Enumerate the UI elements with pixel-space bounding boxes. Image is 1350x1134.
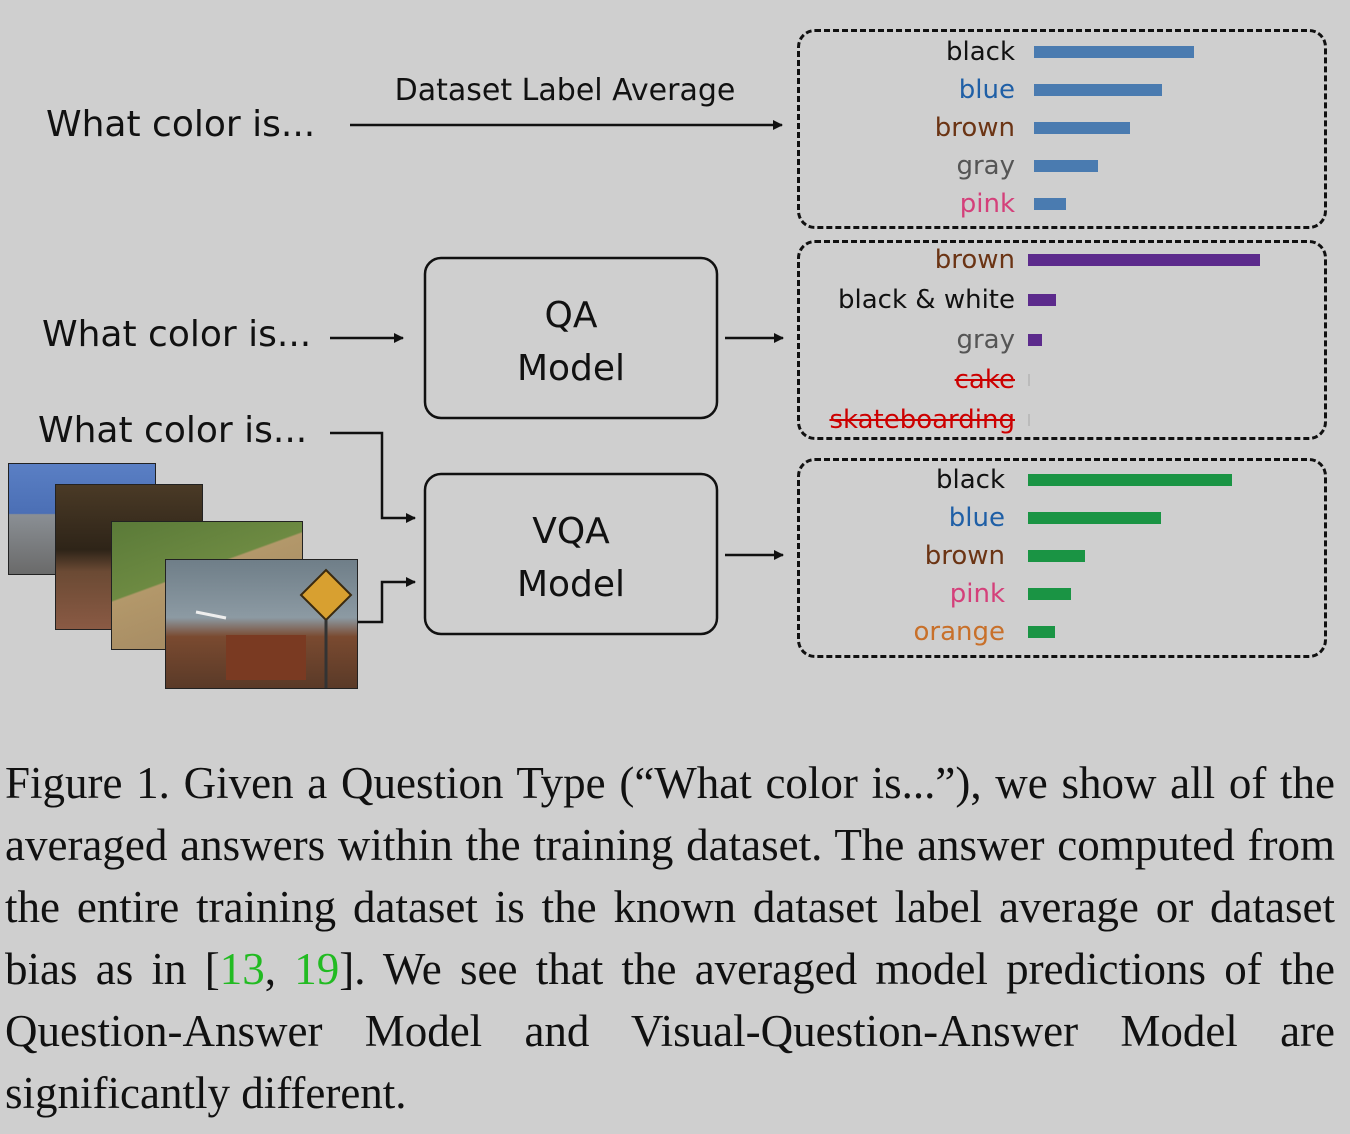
qa-model-panel (797, 240, 1327, 440)
vqa-label-1: blue (948, 503, 1005, 533)
dataset-label-4: pink (959, 189, 1015, 219)
vqa-bar-1 (1028, 512, 1161, 524)
diagram-connectors: Dataset Label Average QA Model VQA Model (330, 73, 784, 636)
question-vqa: What color is... (38, 410, 308, 451)
dataset-label-2: brown (934, 113, 1015, 143)
qa-bar-0 (1028, 254, 1260, 266)
vqa-label-3: pink (949, 579, 1005, 609)
dataset-bar-4 (1034, 198, 1066, 210)
vqa-bar-3 (1028, 588, 1071, 600)
dataset-bar-0 (1034, 46, 1194, 58)
dataset-label-0: black (945, 37, 1015, 67)
qa-bar-2 (1028, 334, 1042, 346)
dataset-label-1: blue (958, 75, 1015, 105)
qa-bar-1 (1028, 294, 1056, 306)
photo-slow-sign-street (165, 559, 358, 689)
qa-model-box (423, 256, 719, 420)
dataset-bar-3 (1034, 160, 1098, 172)
qa-label-1: black & white (838, 285, 1015, 315)
vqa-bar-0 (1028, 474, 1232, 486)
qa-label-3: cake (954, 365, 1015, 395)
dataset-arrow-label: Dataset Label Average (395, 73, 736, 108)
vqa-bar-4 (1028, 626, 1055, 638)
caption-text-2: ]. We see that the averaged model predic… (5, 944, 1335, 1118)
dataset-average-panel (797, 29, 1327, 229)
question-dataset: What color is... (46, 104, 316, 145)
figure-caption: Figure 1. Given a Question Type (“What c… (5, 752, 1335, 1124)
vqa-model-box (423, 472, 719, 636)
vqa-bar-2 (1028, 550, 1086, 562)
vqa-model-panel (797, 458, 1327, 658)
qa-label-0: brown (934, 245, 1015, 275)
dataset-bar-1 (1034, 84, 1162, 96)
qa-box-line1: QA (545, 295, 598, 336)
vqa-image-arrow (357, 577, 416, 624)
qa-bar-3 (1028, 374, 1030, 386)
vqa-question-arrow (330, 431, 416, 523)
vqa-label-0: black (935, 465, 1005, 495)
slow-sign-icon (195, 568, 353, 688)
vqa-label-4: orange (913, 617, 1005, 647)
figure-diagram: Dataset Label Average QA Model VQA Model… (8, 29, 1327, 689)
chart-container: black blue brown gray pink brown black & white… (829, 37, 1260, 647)
vqa-box-line1: VQA (532, 511, 610, 552)
citation-19[interactable]: 19 (294, 944, 340, 994)
vqa-box-line2: Model (517, 564, 625, 605)
qa-box-line2: Model (517, 348, 625, 389)
qa-bar-4 (1028, 414, 1030, 426)
caption-separator: , (264, 944, 295, 994)
dataset-bar-2 (1034, 122, 1130, 134)
caption-text-1: Figure 1. Given a Question Type (“What c… (5, 758, 1335, 994)
question-qa: What color is... (42, 314, 312, 355)
qa-label-2: gray (956, 325, 1015, 355)
dataset-label-3: gray (956, 151, 1015, 181)
vqa-label-2: brown (924, 541, 1005, 571)
qa-label-4: skateboarding (829, 405, 1015, 435)
citation-13[interactable]: 13 (219, 944, 265, 994)
